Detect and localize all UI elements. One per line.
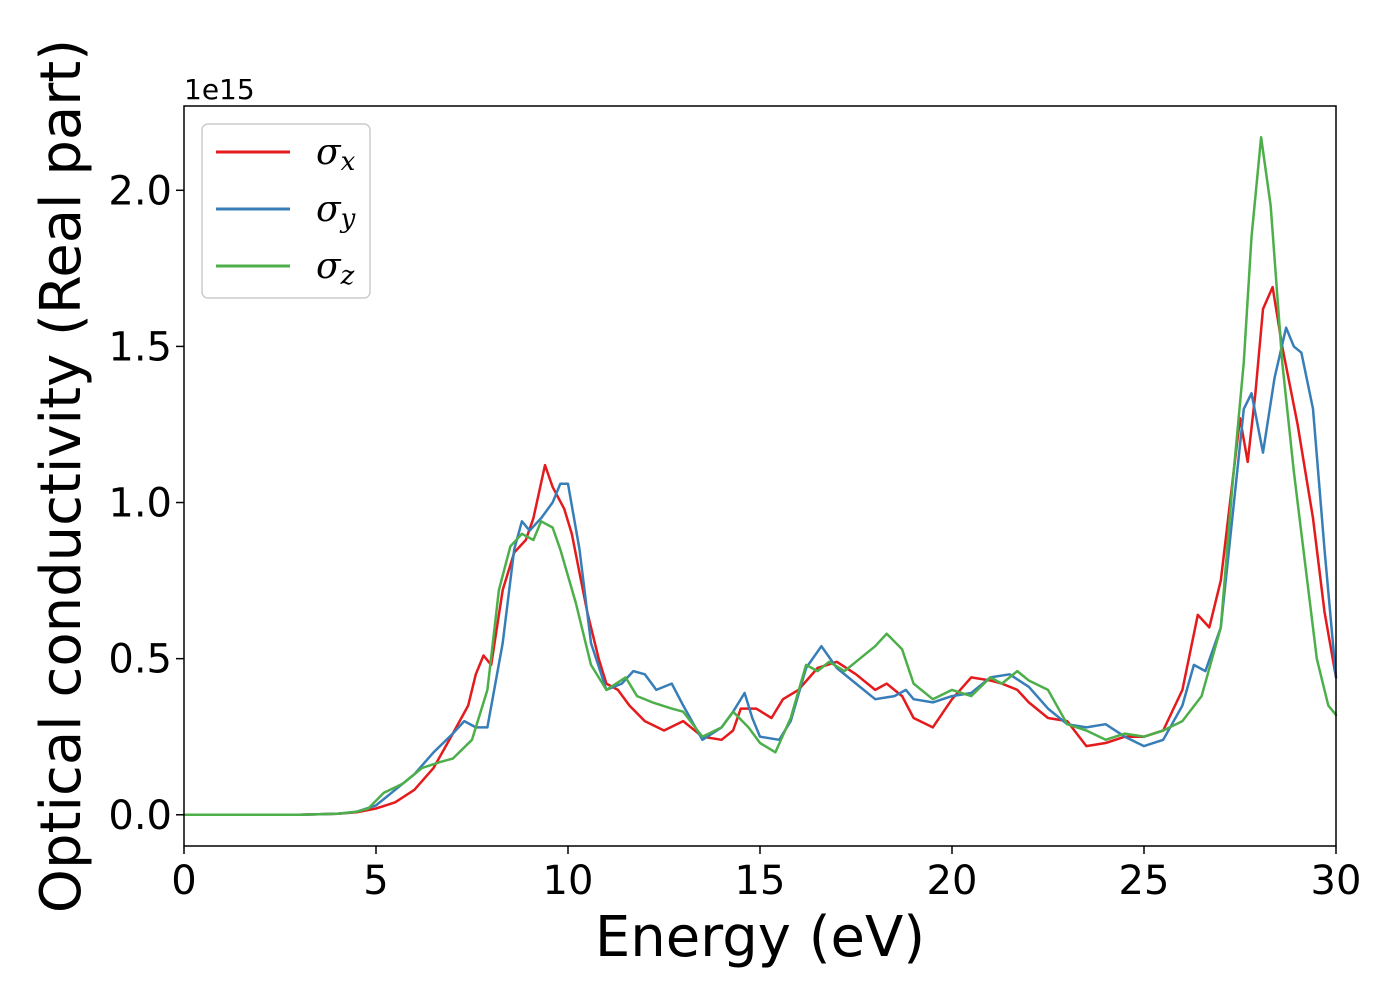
plot-area-background (184, 106, 1336, 846)
series-layer (182, 135, 1338, 817)
y-offset-label: 1e15 (184, 73, 255, 106)
legend-items: σx σy σz (216, 132, 356, 291)
y-axis-title: Optical conductivity (Real part) (29, 39, 94, 913)
y-tick-label: 0.5 (108, 637, 172, 683)
x-tick-label: 20 (927, 858, 978, 904)
x-tick-label: 10 (543, 858, 594, 904)
legend-label-y: σy (316, 189, 356, 234)
y-tick-label: 2.0 (108, 168, 172, 214)
legend-frame (201, 123, 371, 299)
x-tick-label: 25 (1119, 858, 1170, 904)
x-tick-label: 5 (363, 858, 388, 904)
x-tick-label: 15 (735, 858, 786, 904)
legend-label-z: σz (316, 246, 355, 291)
legend: σx σy σz (201, 123, 371, 299)
x-axis-title: Energy (eV) (595, 905, 925, 970)
legend-label-x: σx (316, 132, 356, 177)
x-tick-label: 0 (171, 858, 196, 904)
series-line-y (182, 326, 1338, 817)
x-ticks: 0 5 10 15 20 25 30 (171, 846, 1361, 904)
y-tick-label: 1.0 (108, 481, 172, 527)
series-line-z (182, 135, 1338, 817)
x-tick-label: 30 (1311, 858, 1362, 904)
y-tick-label: 1.5 (108, 324, 172, 370)
y-ticks: 0.0 0.5 1.0 1.5 2.0 (108, 168, 184, 839)
y-tick-label: 0.0 (108, 793, 172, 839)
